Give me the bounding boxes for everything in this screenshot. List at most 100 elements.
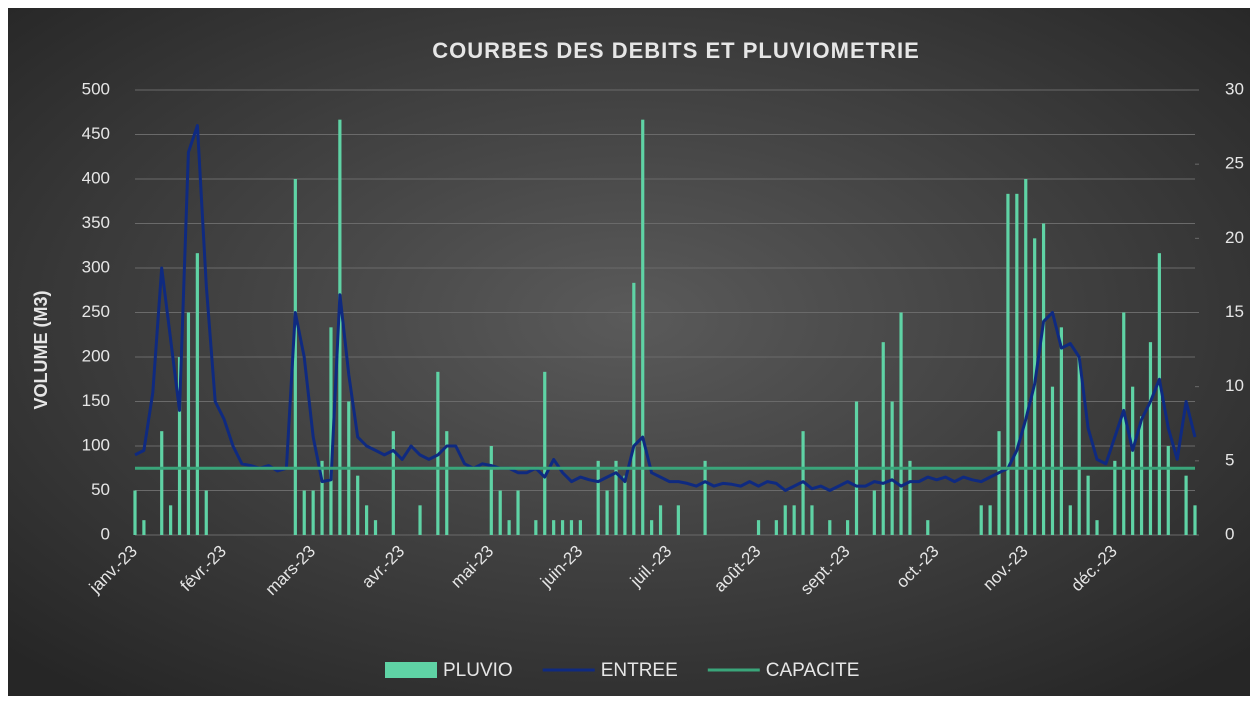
bar — [1015, 193, 1019, 536]
bar — [1166, 446, 1170, 535]
bar — [373, 520, 378, 535]
y2-tick-label: 10 — [1225, 376, 1244, 395]
y-tick-label: 100 — [82, 435, 110, 454]
bar — [979, 505, 983, 535]
bar — [881, 342, 885, 535]
bar — [569, 520, 574, 535]
y2-tick-label: 25 — [1225, 154, 1244, 173]
bar — [133, 490, 137, 535]
legend-label: PLUVIO — [443, 660, 513, 681]
bar — [792, 505, 796, 535]
legend-item: PLUVIO — [385, 660, 513, 681]
bar — [177, 357, 182, 535]
bar — [560, 520, 565, 535]
bar — [169, 505, 173, 535]
bar — [658, 505, 663, 535]
bar — [160, 431, 164, 535]
bar — [364, 505, 369, 535]
chart-title: COURBES DES DEBITS ET PLUVIOMETRIE — [432, 38, 920, 63]
bar — [1193, 505, 1197, 535]
bar — [498, 490, 502, 535]
bar — [756, 520, 761, 535]
bar — [676, 505, 680, 535]
bar — [356, 475, 360, 535]
bar — [783, 505, 787, 535]
bar — [311, 490, 315, 535]
bar — [1131, 386, 1135, 535]
bar — [186, 312, 191, 535]
y2-tick-label: 15 — [1225, 302, 1244, 321]
bar — [899, 312, 903, 535]
bar — [1113, 460, 1117, 535]
bar — [1059, 327, 1063, 535]
y-tick-label: 300 — [82, 257, 110, 276]
y2-tick-label: 30 — [1225, 79, 1244, 98]
bar — [507, 520, 511, 535]
line — [134, 124, 1197, 492]
bar — [391, 431, 395, 535]
bar — [1148, 342, 1153, 535]
bar — [632, 282, 636, 535]
bar — [1157, 253, 1161, 535]
bar — [614, 460, 618, 535]
bar — [578, 520, 582, 535]
y2-tick-label: 20 — [1225, 228, 1244, 247]
y-tick-label: 150 — [82, 391, 110, 410]
bar — [489, 446, 493, 535]
bar — [641, 119, 645, 536]
y2-tick-label: 5 — [1225, 450, 1234, 469]
bar — [650, 520, 654, 535]
y-tick-label: 200 — [82, 346, 110, 365]
bar — [302, 490, 306, 535]
legend-item: CAPACITE — [707, 660, 860, 681]
bar — [872, 490, 876, 535]
bar — [204, 490, 208, 535]
bar — [774, 520, 778, 535]
bar — [1041, 223, 1046, 535]
bar — [1095, 520, 1099, 535]
bar — [142, 520, 146, 535]
bar — [988, 505, 992, 535]
y-tick-label: 0 — [101, 524, 110, 543]
bar — [596, 460, 600, 535]
legend-label: CAPACITE — [766, 660, 860, 681]
bar — [534, 520, 538, 535]
bar — [908, 460, 912, 535]
bar — [1184, 475, 1188, 535]
bar — [1077, 357, 1081, 535]
bar — [1122, 312, 1126, 535]
y-tick-label: 50 — [91, 480, 110, 499]
bar — [1024, 179, 1028, 535]
bar — [846, 520, 850, 535]
y-tick-label: 500 — [82, 79, 110, 98]
bar — [1050, 386, 1055, 535]
y-tick-label: 400 — [82, 168, 110, 187]
bar — [195, 253, 199, 535]
bar — [810, 505, 814, 535]
y2-tick-label: 0 — [1225, 524, 1234, 543]
legend-swatch — [385, 662, 437, 678]
bar — [828, 520, 832, 535]
bar — [926, 520, 930, 535]
bar — [320, 460, 324, 535]
legend-item: ENTREE — [542, 660, 678, 681]
bar — [703, 460, 707, 535]
bar — [338, 119, 342, 536]
bar — [516, 490, 520, 535]
bar — [418, 505, 422, 535]
bar — [1006, 193, 1010, 536]
bar — [552, 520, 556, 535]
bar — [1068, 505, 1072, 535]
bar — [1086, 475, 1090, 535]
background — [8, 8, 1250, 696]
bar — [543, 371, 547, 535]
y-axis-title: VOLUME (M3) — [31, 290, 51, 409]
bar — [1139, 416, 1144, 535]
y-tick-label: 250 — [82, 302, 110, 321]
bar — [445, 431, 449, 535]
bar — [997, 431, 1001, 535]
bar — [293, 179, 297, 535]
bar — [623, 475, 627, 535]
bar — [605, 490, 609, 535]
